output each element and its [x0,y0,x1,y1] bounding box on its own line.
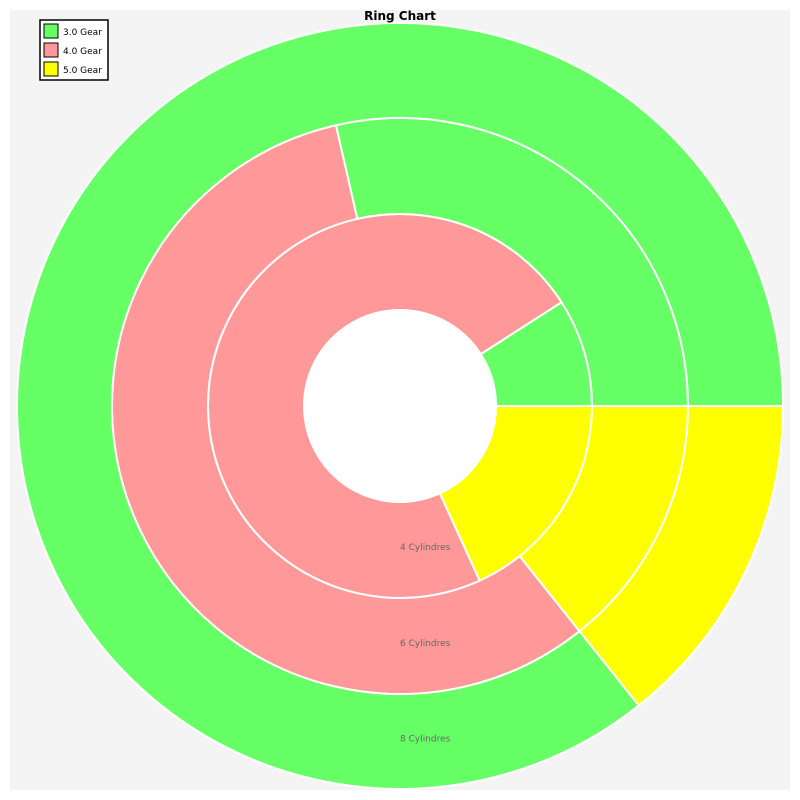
ring-label-3: 8 Cylindres [400,735,451,745]
legend-label-4-gear: 4.0 Gear [63,47,102,57]
center-hole [304,310,496,502]
legend-label-3-gear: 3.0 Gear [63,28,102,38]
ring-labels-layer: 4 Cylindres 6 Cylindres 8 Cylindres [400,543,451,745]
legend: 3.0 Gear 4.0 Gear 5.0 Gear [39,19,109,81]
legend-label-5-gear: 5.0 Gear [63,66,102,76]
ring-sector-3-3-gear [16,22,785,790]
legend-swatch-5-gear [43,61,59,77]
legend-swatch-3-gear [43,23,59,39]
ring-label-1: 4 Cylindres [400,543,451,553]
ring-label-2: 6 Cylindres [400,639,451,649]
chart-title: Ring Chart [364,9,436,23]
legend-swatch-4-gear [43,42,59,58]
ring-sector-3-5-gear [578,405,785,707]
sectors-layer [16,22,785,790]
